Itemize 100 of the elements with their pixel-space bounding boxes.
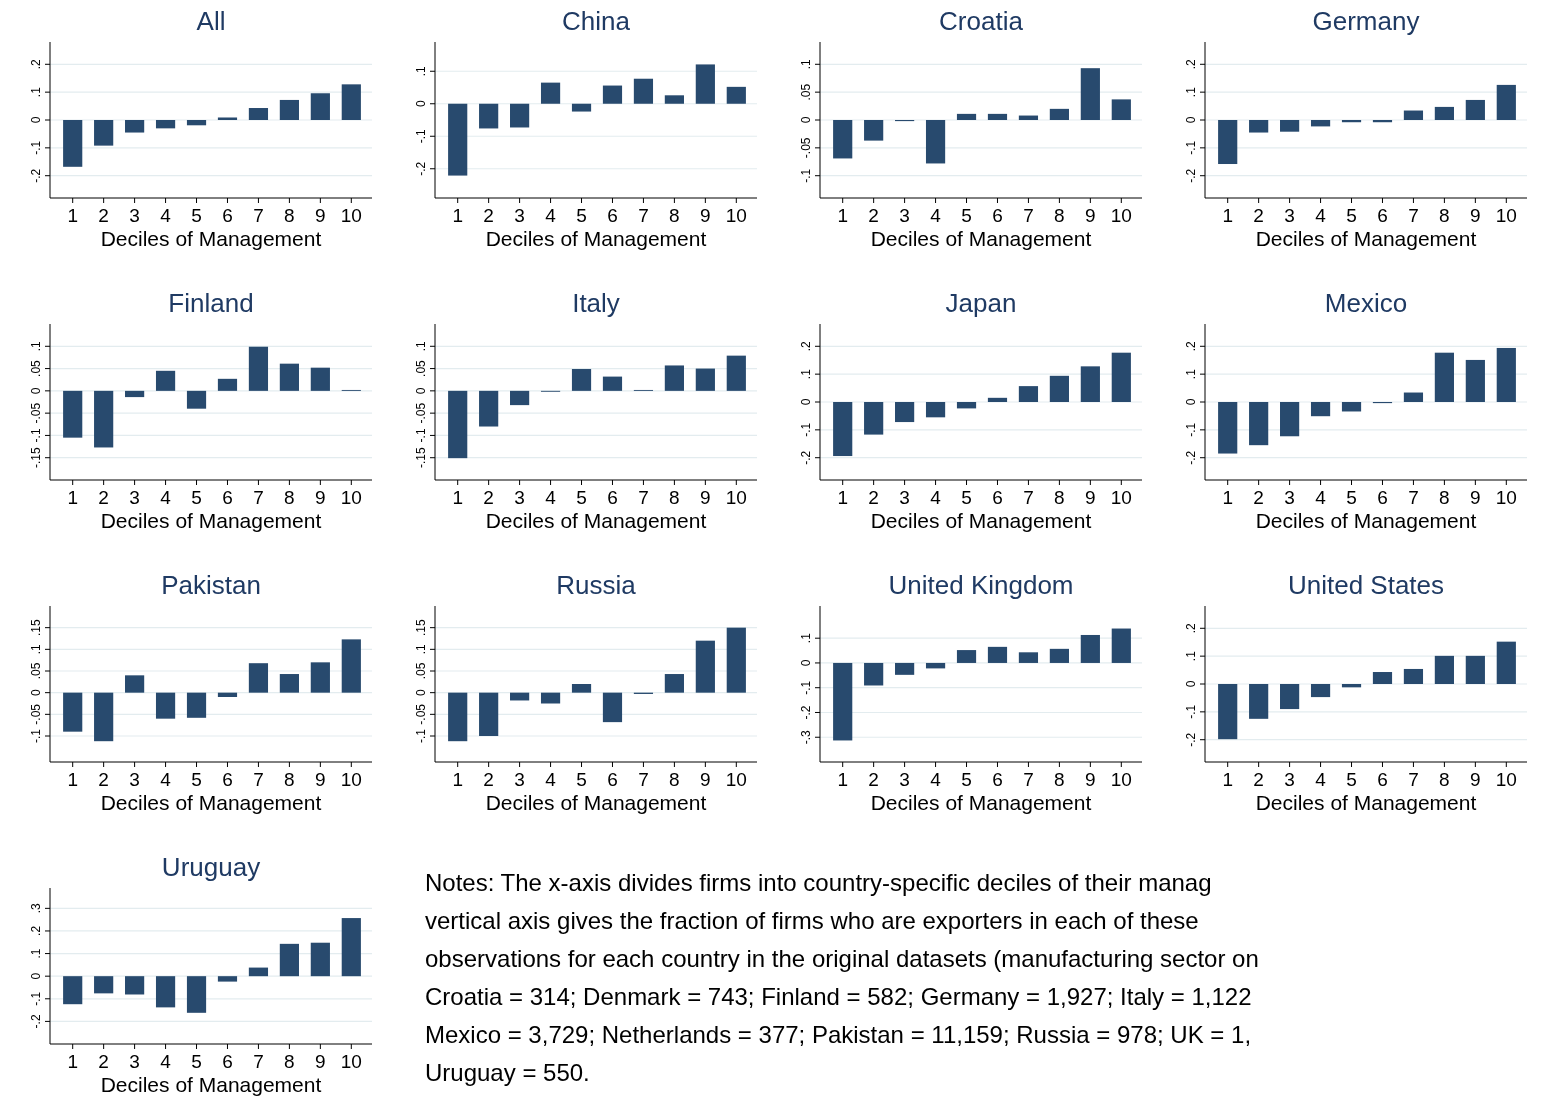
chart-title: United Kingdom — [888, 570, 1074, 600]
y-tick-label: .05 — [29, 662, 43, 680]
x-tick-label: 4 — [930, 769, 942, 790]
x-axis-title: Deciles of Management — [870, 227, 1092, 250]
bar — [833, 402, 853, 457]
y-tick-label: 0 — [29, 689, 43, 697]
bar — [987, 646, 1008, 663]
x-tick-label: 8 — [1439, 769, 1450, 790]
bar — [1496, 641, 1516, 684]
bar — [864, 402, 884, 435]
y-tick-label: -.1 — [799, 680, 813, 695]
y-tick-label: 0 — [414, 100, 428, 108]
y-tick-label: .1 — [799, 632, 813, 644]
bar — [186, 692, 207, 718]
y-tick-label: .15 — [29, 619, 43, 637]
y-tick-label: -.05 — [29, 703, 43, 725]
y-tick-label: 0 — [799, 116, 813, 124]
bar — [726, 86, 746, 104]
bar — [987, 397, 1008, 402]
y-tick-label: .05 — [799, 83, 813, 101]
bar — [479, 390, 499, 427]
bar — [1080, 366, 1100, 402]
bar — [540, 82, 561, 104]
bar — [571, 369, 592, 391]
text: Notes: The x-axis divides firms into country-specific deciles of their manag — [425, 869, 1212, 896]
bar — [1049, 375, 1069, 402]
x-tick-label: 7 — [638, 205, 649, 226]
x-tick-label: 2 — [98, 487, 109, 508]
x-tick-label: 7 — [1023, 769, 1034, 790]
x-tick-label: 9 — [700, 487, 711, 508]
x-tick-label: 3 — [129, 487, 140, 508]
y-tick-label: .1 — [29, 948, 43, 959]
text: Croatia = 314; Denmark = 743; Finland = 582; Germany = 1,927; Italy = 1,122 — [425, 983, 1252, 1010]
bar — [1403, 392, 1424, 402]
bar — [1465, 99, 1485, 120]
bar — [248, 346, 269, 391]
x-tick-label: 9 — [1085, 205, 1096, 226]
x-tick-label: 8 — [1054, 769, 1065, 790]
y-tick-label: -.1 — [414, 428, 428, 443]
y-tick-label: -.05 — [29, 402, 43, 424]
bar — [864, 120, 884, 141]
y-tick-label: -.1 — [1184, 140, 1198, 155]
bar — [341, 639, 361, 693]
chart-title: All — [196, 6, 226, 36]
y-tick-label: .05 — [414, 359, 428, 377]
y-tick-label: .2 — [799, 340, 813, 352]
x-tick-label: 7 — [253, 487, 264, 508]
bar — [1280, 402, 1300, 437]
x-tick-label: 1 — [1222, 769, 1233, 790]
x-tick-label: 5 — [1346, 769, 1357, 790]
y-tick-label: .1 — [29, 644, 43, 655]
bar — [155, 692, 176, 719]
x-tick-label: 8 — [669, 769, 680, 790]
chart-title: Pakistan — [161, 570, 261, 600]
bar — [186, 120, 207, 126]
x-axis-title: Deciles of Management — [485, 791, 707, 814]
x-tick-label: 8 — [284, 769, 295, 790]
x-tick-label: 9 — [315, 205, 326, 226]
x-tick-label: 2 — [1253, 769, 1264, 790]
bar — [186, 976, 207, 1013]
x-tick-label: 8 — [284, 1051, 295, 1072]
x-tick-label: 5 — [191, 487, 202, 508]
y-tick-label: 0 — [29, 116, 43, 124]
x-tick-label: 7 — [1408, 487, 1419, 508]
x-tick-label: 8 — [1439, 205, 1450, 226]
y-tick-label: -.1 — [1184, 704, 1198, 719]
y-tick-label: -.2 — [1184, 450, 1198, 465]
x-tick-label: 1 — [452, 487, 463, 508]
chart-title: Finland — [168, 288, 254, 318]
bar — [1434, 106, 1454, 120]
y-tick-label: -.2 — [1184, 168, 1198, 183]
x-tick-label: 6 — [992, 487, 1003, 508]
bar — [1049, 648, 1069, 663]
x-tick-label: 10 — [340, 1051, 362, 1072]
x-tick-label: 2 — [98, 205, 109, 226]
x-tick-label: 1 — [1222, 487, 1233, 508]
x-tick-label: 8 — [1054, 487, 1065, 508]
x-tick-label: 3 — [899, 769, 910, 790]
bar — [1018, 386, 1039, 402]
x-tick-label: 3 — [129, 1051, 140, 1072]
x-tick-label: 7 — [638, 487, 649, 508]
y-tick-label: .1 — [1184, 650, 1198, 662]
x-tick-label: 10 — [1495, 769, 1517, 790]
x-tick-label: 6 — [1377, 769, 1388, 790]
y-tick-label: .2 — [29, 58, 43, 70]
x-tick-label: 10 — [1110, 205, 1132, 226]
bar — [279, 363, 299, 391]
x-tick-label: 8 — [1054, 205, 1065, 226]
bar — [956, 402, 977, 409]
x-tick-label: 2 — [868, 769, 879, 790]
x-axis-title: Deciles of Management — [100, 791, 322, 814]
x-tick-label: 2 — [483, 769, 494, 790]
chart-title: Uruguay — [161, 852, 261, 882]
y-tick-label: 0 — [1184, 680, 1198, 688]
bar — [1080, 68, 1100, 120]
bar — [279, 674, 299, 693]
bar — [1218, 684, 1238, 740]
x-tick-label: 2 — [1253, 205, 1264, 226]
chart-title: United States — [1287, 570, 1445, 600]
x-tick-label: 3 — [899, 487, 910, 508]
